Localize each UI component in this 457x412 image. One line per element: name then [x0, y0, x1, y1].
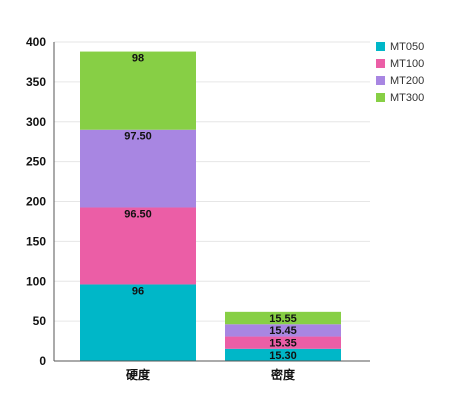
- bar-segment: [80, 129, 196, 208]
- y-tick-label: 350: [26, 75, 46, 89]
- legend-swatch: [376, 42, 385, 51]
- legend-label: MT050: [390, 40, 425, 53]
- legend-label: MT300: [390, 91, 425, 104]
- bar-segment: [225, 336, 341, 349]
- x-tick-label: 硬度: [126, 367, 151, 382]
- data-label: 98: [132, 53, 144, 65]
- data-label: 96: [132, 285, 144, 297]
- legend: MT050 MT100 MT200 MT300: [376, 38, 424, 106]
- bar-segment: [80, 284, 196, 361]
- y-tick-label: 0: [39, 354, 46, 368]
- data-label: 15.35: [269, 338, 297, 350]
- bar-segment: [80, 207, 196, 285]
- bar-segment: [225, 324, 341, 337]
- legend-item[interactable]: MT050: [376, 38, 424, 55]
- data-label: 15.30: [269, 350, 297, 362]
- x-tick-label: 密度: [271, 367, 296, 382]
- y-tick-label: 100: [26, 274, 46, 288]
- legend-swatch: [376, 59, 385, 68]
- legend-item[interactable]: MT200: [376, 72, 424, 89]
- legend-item[interactable]: MT300: [376, 89, 424, 106]
- legend-swatch: [376, 93, 385, 102]
- bar-segments: [80, 51, 341, 361]
- x-tick-labels: 硬度 密度: [126, 367, 296, 382]
- y-tick-label: 150: [26, 234, 46, 248]
- y-tick-label: 250: [26, 155, 46, 169]
- axes: [53, 42, 370, 362]
- legend-label: MT200: [390, 74, 425, 87]
- y-tick-label: 300: [26, 115, 46, 129]
- data-label: 15.45: [269, 325, 297, 337]
- data-label: 97.50: [124, 131, 152, 143]
- y-tick-label: 400: [26, 35, 46, 49]
- y-tick-label: 200: [26, 195, 46, 209]
- legend-item[interactable]: MT100: [376, 55, 424, 72]
- legend-swatch: [376, 76, 385, 85]
- data-label: 15.55: [269, 313, 297, 325]
- bar-segment: [225, 311, 341, 325]
- data-label: 96.50: [124, 208, 152, 220]
- bar-segment: [225, 348, 341, 361]
- y-tick-label: 50: [33, 314, 47, 328]
- bar-segment: [80, 51, 196, 130]
- legend-label: MT100: [390, 57, 425, 70]
- y-tick-labels: 0 50 100 150 200 250 300 350 400: [26, 35, 46, 368]
